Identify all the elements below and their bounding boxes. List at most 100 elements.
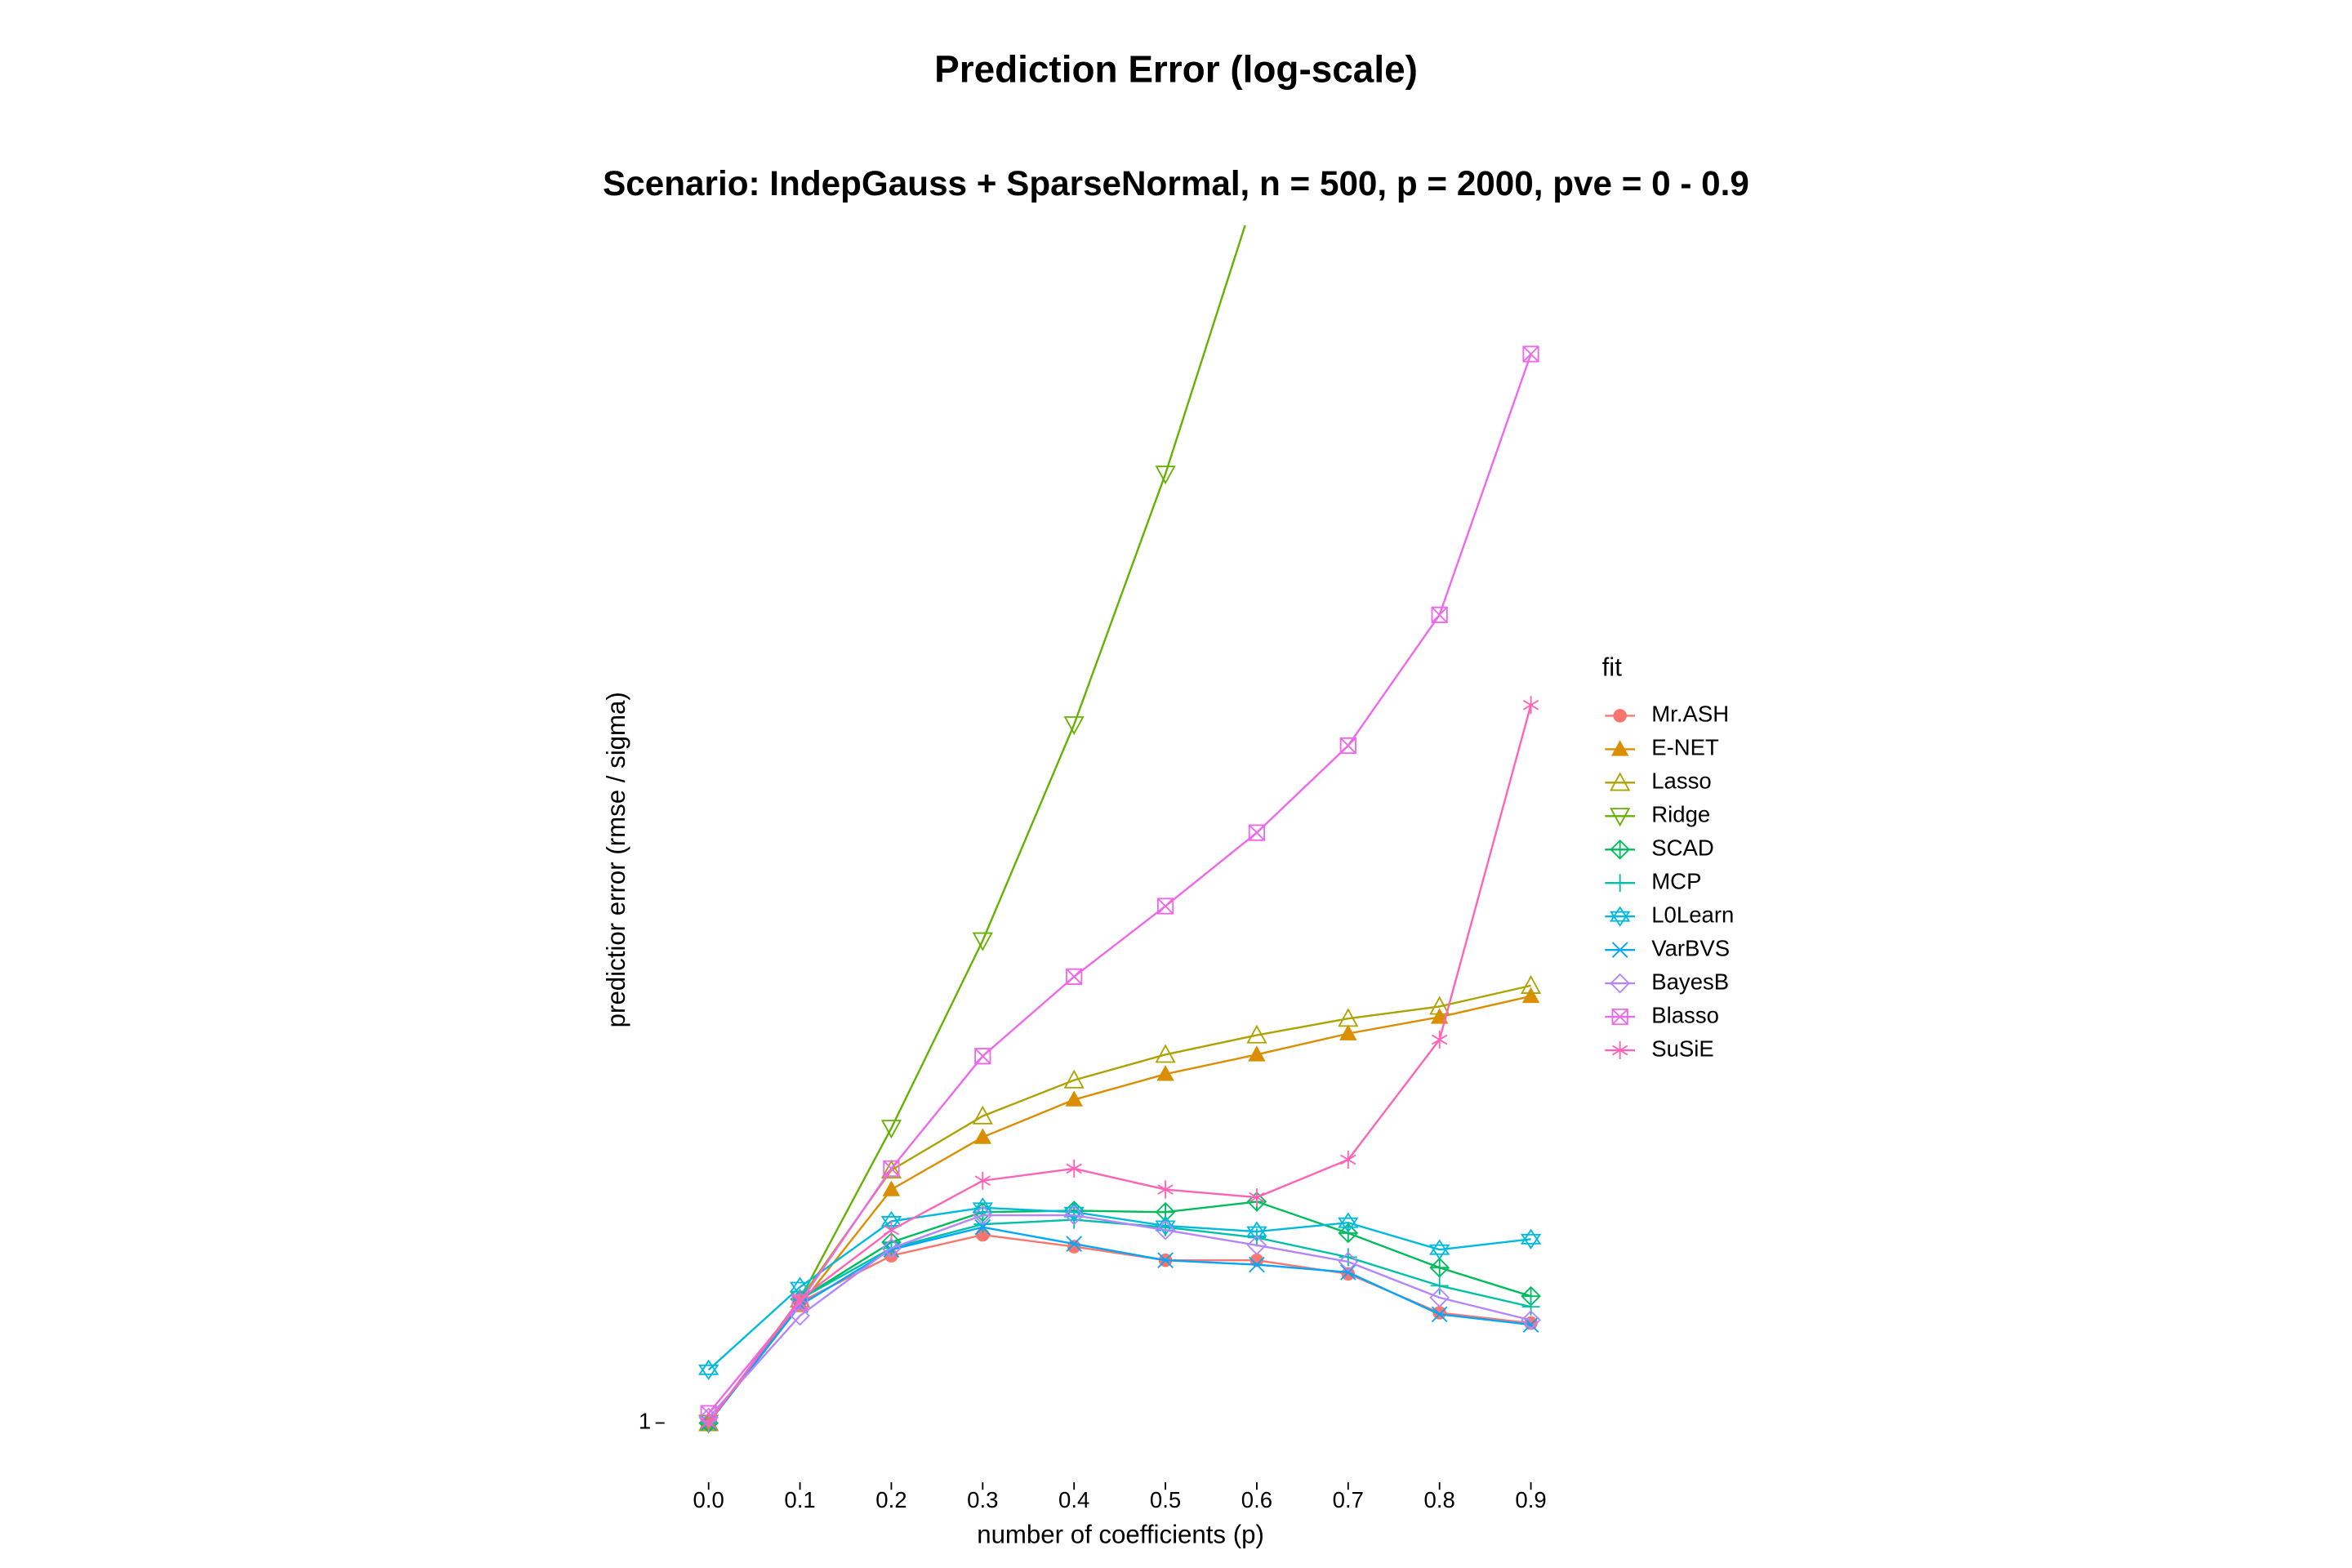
marker — [1249, 1188, 1265, 1207]
legend-key — [1613, 709, 1627, 723]
marker — [1338, 1008, 1359, 1027]
plot-panel — [697, 225, 1542, 1434]
marker — [972, 932, 993, 951]
marker — [1066, 1159, 1082, 1178]
marker — [1339, 1248, 1357, 1267]
marker — [1063, 716, 1085, 736]
series-line — [707, 1206, 1531, 1371]
marker — [1248, 824, 1266, 841]
chart-title: Prediction Error (log-scale) — [934, 48, 1418, 91]
legend-key — [1610, 874, 1629, 893]
legend-label: SuSiE — [1651, 1036, 1714, 1061]
x-tick-label: 0.2 — [875, 1487, 906, 1512]
marker — [791, 1290, 808, 1308]
legend-label: Mr.ASH — [1651, 702, 1729, 727]
marker — [1063, 1069, 1085, 1089]
marker — [973, 1128, 992, 1144]
marker — [1429, 1287, 1450, 1308]
marker — [1066, 968, 1083, 985]
marker — [1428, 1239, 1450, 1260]
marker — [1429, 996, 1450, 1015]
chart-subtitle: Scenario: IndepGauss + SparseNormal, n =… — [603, 164, 1749, 203]
marker — [1520, 974, 1542, 994]
marker — [882, 1180, 901, 1196]
marker — [697, 1359, 719, 1381]
marker — [1339, 1264, 1356, 1281]
marker — [1248, 1045, 1266, 1062]
marker — [880, 1120, 902, 1139]
legend-key — [1611, 942, 1628, 958]
marker — [1522, 696, 1539, 715]
marker — [1431, 606, 1448, 624]
x-tick-label: 0.4 — [1058, 1487, 1089, 1512]
x-tick-label: 0.7 — [1333, 1487, 1364, 1512]
marker — [881, 1238, 902, 1258]
marker — [1338, 1212, 1359, 1233]
marker — [701, 1414, 717, 1432]
marker — [1431, 1306, 1448, 1323]
marker — [1521, 987, 1540, 1004]
marker — [1157, 1180, 1174, 1199]
legend-key — [1612, 1041, 1628, 1060]
marker — [1156, 898, 1174, 915]
legend-key — [1610, 808, 1631, 827]
marker — [1246, 1235, 1267, 1256]
marker — [1432, 1031, 1448, 1049]
series-line — [707, 1218, 1531, 1424]
marker — [1430, 1276, 1449, 1295]
marker — [1155, 466, 1176, 485]
marker — [883, 1160, 900, 1178]
legend-key — [1611, 1008, 1628, 1026]
marker — [1246, 1024, 1267, 1044]
legend-label: L0Learn — [1651, 902, 1734, 927]
marker — [1063, 1205, 1085, 1226]
marker — [1066, 1236, 1083, 1252]
marker — [1430, 1008, 1449, 1024]
marker — [1156, 1065, 1174, 1081]
legend-title: fit — [1602, 653, 1623, 682]
marker — [1155, 1044, 1176, 1063]
marker — [1521, 1310, 1541, 1330]
series-line — [707, 1226, 1531, 1424]
marker — [1249, 1256, 1265, 1273]
legend-key — [1610, 772, 1631, 791]
series-line — [707, 984, 1531, 1424]
marker — [972, 1205, 993, 1226]
marker — [1338, 1251, 1359, 1272]
x-tick-label: 0.6 — [1241, 1487, 1272, 1512]
legend-key — [1610, 839, 1630, 860]
marker — [1520, 1228, 1542, 1250]
legend-label: E-NET — [1651, 735, 1719, 760]
marker — [1429, 1257, 1450, 1278]
series-line — [707, 995, 1531, 1424]
marker — [1065, 1090, 1083, 1107]
series-line — [707, 354, 1532, 1414]
x-tick-label: 0.0 — [693, 1487, 724, 1512]
marker — [1339, 737, 1356, 755]
legend-label: MCP — [1651, 869, 1701, 894]
marker — [883, 1221, 900, 1240]
x-tick-label: 0.9 — [1515, 1487, 1546, 1512]
marker — [1157, 1252, 1174, 1269]
marker — [880, 1159, 902, 1178]
marker — [700, 1405, 717, 1422]
marker — [972, 1105, 993, 1125]
marker — [974, 1218, 991, 1236]
x-tick-label: 0.5 — [1150, 1487, 1181, 1512]
marker — [790, 1305, 810, 1326]
legend-key — [1610, 740, 1629, 756]
series-line — [707, 1200, 1531, 1424]
legend-key — [1609, 906, 1631, 927]
marker — [974, 1171, 991, 1190]
marker — [1341, 1267, 1356, 1281]
x-tick-label: 0.1 — [784, 1487, 815, 1512]
legend-label: VarBVS — [1651, 935, 1730, 960]
series-line — [707, 1214, 1531, 1419]
marker — [974, 1048, 991, 1065]
x-axis-label: number of coefficients (p) — [977, 1520, 1264, 1548]
x-tick-label: 0.3 — [967, 1487, 998, 1512]
x-tick-label: 0.8 — [1424, 1487, 1455, 1512]
legend-label: Blasso — [1651, 1002, 1719, 1027]
